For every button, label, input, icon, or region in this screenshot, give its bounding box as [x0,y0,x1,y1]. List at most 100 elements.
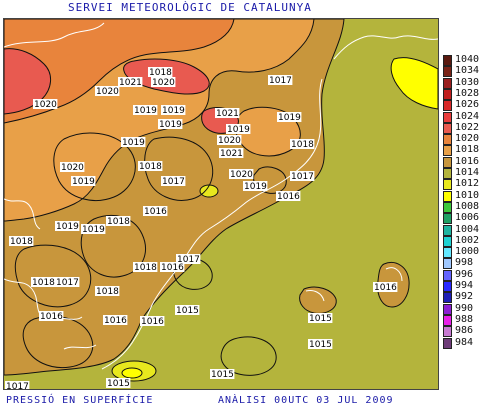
legend-swatch [443,235,452,247]
isobar-label-bg [160,262,185,272]
isobar-label: 1019 [72,177,95,187]
isobar-label: 1017 [291,172,314,182]
legend-label: 1008 [455,200,480,212]
legend-swatch [443,337,452,349]
isobar-label: 1020 [230,170,253,180]
isobar-label: 1016 [104,316,127,326]
isobar-label-bg [276,191,301,201]
isobar-label: 1018 [149,68,172,78]
isobar-label: 1015 [107,379,130,389]
isobar-label-bg [176,254,201,264]
legend-label: 1018 [455,144,480,156]
legend-swatch [443,122,452,134]
legend-swatch [443,88,452,100]
isobar-label: 1020 [218,136,241,146]
isobar-label: 1018 [291,140,314,150]
analysis-time: ANÀLISI 00UTC 03 JUL 2009 [218,395,394,406]
legend-item: 1016 [442,156,488,168]
legend-swatch [443,100,452,112]
isobar-label-bg [143,206,168,216]
isobar-label-bg [308,339,333,349]
isobar-label: 1020 [61,163,84,173]
isobar-label: 1021 [216,109,239,119]
isobar-label-bg [95,286,120,296]
legend-label: 1004 [455,223,480,235]
isobar-label-bg [175,305,200,315]
legend-label: 1022 [455,121,480,133]
legend-label: 996 [455,268,474,280]
legend-label: 1000 [455,246,480,258]
isobar-label: 1018 [107,217,130,227]
isobar-label: 1021 [220,149,243,159]
legend-label: 994 [455,280,474,291]
legend-label: 1020 [455,133,480,145]
legend-item: 1004 [442,223,488,236]
isobar-label-bg [71,176,96,186]
isobar-label: 1016 [277,192,300,202]
legend-item: 1040 [442,54,488,66]
isobar-label: 1015 [309,340,332,350]
legend-swatch [443,134,452,146]
isobar-label: 1018 [32,278,55,288]
legend-swatch [443,145,452,157]
legend-swatch [443,66,452,78]
isobar-label: 1015 [211,370,234,380]
color-legend: 1040 1034 1030 1028 1026 1024 1022 1020 1018 1016… [442,54,488,350]
isobar-label-bg [106,216,131,226]
isobar-label: 1020 [152,78,175,88]
isobar-label: 1019 [134,106,157,116]
legend-label: 1006 [455,212,480,224]
legend-item: 988 [442,314,488,326]
legend-item: 990 [442,302,488,315]
field-1012-ne [390,57,438,110]
isobar-label: 1016 [141,317,164,327]
isobar-label: 1020 [34,100,57,110]
isobar-label: 1021 [119,78,142,88]
field-1022 [4,48,51,115]
isobar-label-bg [33,99,58,109]
isobar-label-bg [95,86,120,96]
isobar-label-bg [55,221,80,231]
isobar-label-bg [161,176,186,186]
legend-label: 1002 [455,234,480,246]
legend-swatch [443,224,452,236]
isobar-label-bg [215,108,240,118]
isobar-label-bg [5,381,30,389]
isobar-label-bg [373,282,398,292]
isobar-label-bg [210,369,235,379]
legend-swatch [443,179,452,191]
legend-item: 1008 [442,200,488,213]
legend-label: 1010 [455,189,480,201]
legend-item: 1000 [442,246,488,259]
isobar-label: 1019 [159,120,182,130]
isobar-label: 1018 [134,263,157,273]
isobar-label: 1018 [96,287,119,297]
isobar-label: 1017 [177,255,200,265]
legend-swatch [443,213,452,225]
low-pocket-2-inner [121,367,143,379]
isobar-label-bg [151,77,176,87]
isobar-label: 1018 [10,237,33,247]
legend-item: 984 [442,337,488,349]
legend-item: 1010 [442,189,488,202]
isobar-label-bg [277,112,302,122]
isobar-label-bg [148,67,173,77]
isobar-label-bg [217,135,242,145]
legend-label: 998 [455,257,474,269]
legend-label: 990 [455,302,474,314]
isobar-label: 1015 [176,306,199,316]
legend-label: 1012 [455,178,480,190]
legend-swatch [443,292,452,304]
page-title: SERVEI METEOROLÒGIC DE CATALUNYA [68,1,312,14]
isobar-label-bg [121,137,146,147]
legend-item: 1018 [442,144,488,157]
isobar-label: 1018 [139,162,162,172]
isobar-label: 1020 [96,87,119,97]
legend-item: 1030 [442,77,488,89]
isobar-label: 1017 [269,76,292,86]
legend-swatch [443,111,452,123]
isobar-label-bg [103,315,128,325]
legend-item: 1014 [442,167,488,179]
